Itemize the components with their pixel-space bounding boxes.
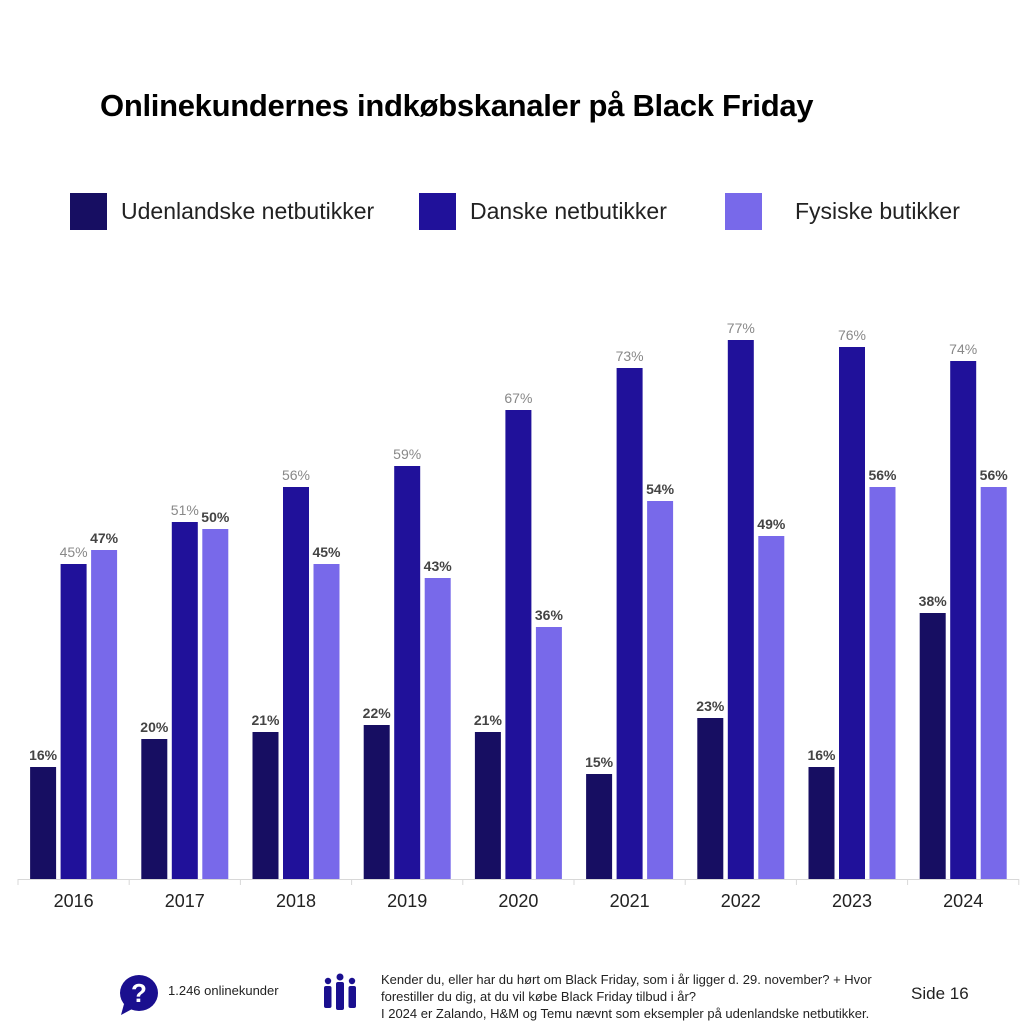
- bar-2019-series-0: [363, 725, 390, 879]
- bar-2022-series-2: [758, 536, 785, 879]
- chart-title: Onlinekundernes indkøbskanaler på Black …: [100, 88, 814, 123]
- speech-bubble-question-icon: ?: [120, 975, 158, 1015]
- bar-2018-series-2: [313, 564, 340, 879]
- x-tick-label-2024: 2024: [943, 891, 983, 911]
- bar-2021-series-1: [616, 368, 643, 879]
- data-label-2021-series-2: 54%: [646, 481, 675, 497]
- bar-2018-series-0: [252, 732, 279, 879]
- data-label-2020-series-2: 36%: [535, 607, 564, 623]
- legend-swatch: [419, 193, 456, 230]
- data-label-2022-series-2: 49%: [757, 516, 786, 532]
- bar-2016-series-2: [91, 550, 118, 879]
- people-group-icon: [324, 973, 356, 1010]
- legend-item-fysiske: Fysiske butikker: [725, 193, 960, 230]
- data-label-2018-series-0: 21%: [251, 712, 280, 728]
- data-label-2021-series-1: 73%: [616, 348, 644, 364]
- legend-item-udenlandske: Udenlandske netbutikker: [70, 193, 374, 230]
- x-tick-label-2019: 2019: [387, 891, 427, 911]
- legend-label: Udenlandske netbutikker: [121, 198, 375, 224]
- data-label-2020-series-0: 21%: [474, 712, 503, 728]
- data-label-2019-series-2: 43%: [424, 558, 453, 574]
- data-label-2017-series-2: 50%: [201, 509, 230, 525]
- x-tick-label-2022: 2022: [721, 891, 761, 911]
- data-label-2024-series-2: 56%: [980, 467, 1009, 483]
- bar-2020-series-2: [535, 627, 562, 879]
- x-tick-label-2021: 2021: [610, 891, 650, 911]
- data-label-2016-series-0: 16%: [29, 747, 58, 763]
- bar-2020-series-1: [505, 410, 532, 879]
- page-number: Side 16: [911, 984, 969, 1003]
- data-label-2022-series-0: 23%: [696, 698, 725, 714]
- x-tick-label-2018: 2018: [276, 891, 316, 911]
- bar-2019-series-1: [394, 466, 421, 879]
- data-label-2016-series-2: 47%: [90, 530, 119, 546]
- bar-2024-series-1: [950, 361, 977, 879]
- bar-2023-series-1: [839, 347, 865, 879]
- bar-2017-series-2: [202, 529, 229, 879]
- question-line: forestiller du dig, at du vil købe Black…: [381, 989, 697, 1004]
- x-tick-label-2016: 2016: [54, 891, 94, 911]
- data-label-2018-series-1: 56%: [282, 467, 310, 483]
- bar-2017-series-1: [171, 522, 198, 879]
- bar-2021-series-2: [647, 501, 674, 879]
- bar-2016-series-1: [60, 564, 87, 879]
- question-text: Kender du, eller har du hørt om Black Fr…: [381, 971, 872, 1022]
- svg-text:?: ?: [131, 978, 147, 1008]
- data-label-2017-series-0: 20%: [140, 719, 169, 735]
- x-tick-label-2020: 2020: [498, 891, 538, 911]
- data-label-2021-series-0: 15%: [585, 754, 614, 770]
- x-tick-label-2023: 2023: [832, 891, 872, 911]
- bar-2022-series-0: [697, 718, 724, 879]
- bar-2023-series-2: [869, 487, 896, 879]
- bar-2024-series-0: [919, 613, 946, 879]
- data-label-2023-series-0: 16%: [807, 747, 836, 763]
- bar-2021-series-0: [586, 774, 613, 879]
- bar-2019-series-2: [424, 578, 451, 879]
- data-label-2024-series-1: 74%: [949, 341, 977, 357]
- bar-2022-series-1: [727, 340, 754, 879]
- data-label-2020-series-1: 67%: [504, 390, 532, 406]
- bar-2023-series-0: [808, 767, 835, 879]
- sample-size: 1.246 onlinekunder: [168, 983, 279, 998]
- legend-item-danske: Danske netbutikker: [419, 193, 667, 230]
- bar-2020-series-0: [474, 732, 501, 879]
- data-label-2022-series-1: 77%: [727, 320, 755, 336]
- x-tick-label-2017: 2017: [165, 891, 205, 911]
- bar-2017-series-0: [141, 739, 168, 879]
- data-label-2017-series-1: 51%: [171, 502, 199, 518]
- data-label-2019-series-1: 59%: [393, 446, 421, 462]
- legend-label: Fysiske butikker: [795, 198, 960, 224]
- question-line: I 2024 er Zalando, H&M og Temu nævnt som…: [381, 1006, 870, 1021]
- data-label-2016-series-1: 45%: [60, 544, 88, 560]
- legend-swatch: [725, 193, 762, 230]
- bar-2018-series-1: [283, 487, 309, 879]
- data-label-2024-series-0: 38%: [919, 593, 948, 609]
- legend-label: Danske netbutikker: [470, 198, 667, 224]
- data-label-2023-series-1: 76%: [838, 327, 866, 343]
- data-label-2018-series-2: 45%: [312, 544, 341, 560]
- bar-2016-series-0: [30, 767, 57, 879]
- data-label-2023-series-2: 56%: [868, 467, 897, 483]
- data-label-2019-series-0: 22%: [363, 705, 392, 721]
- bar-2024-series-2: [980, 487, 1007, 879]
- legend-swatch: [70, 193, 107, 230]
- question-line: Kender du, eller har du hørt om Black Fr…: [381, 972, 872, 987]
